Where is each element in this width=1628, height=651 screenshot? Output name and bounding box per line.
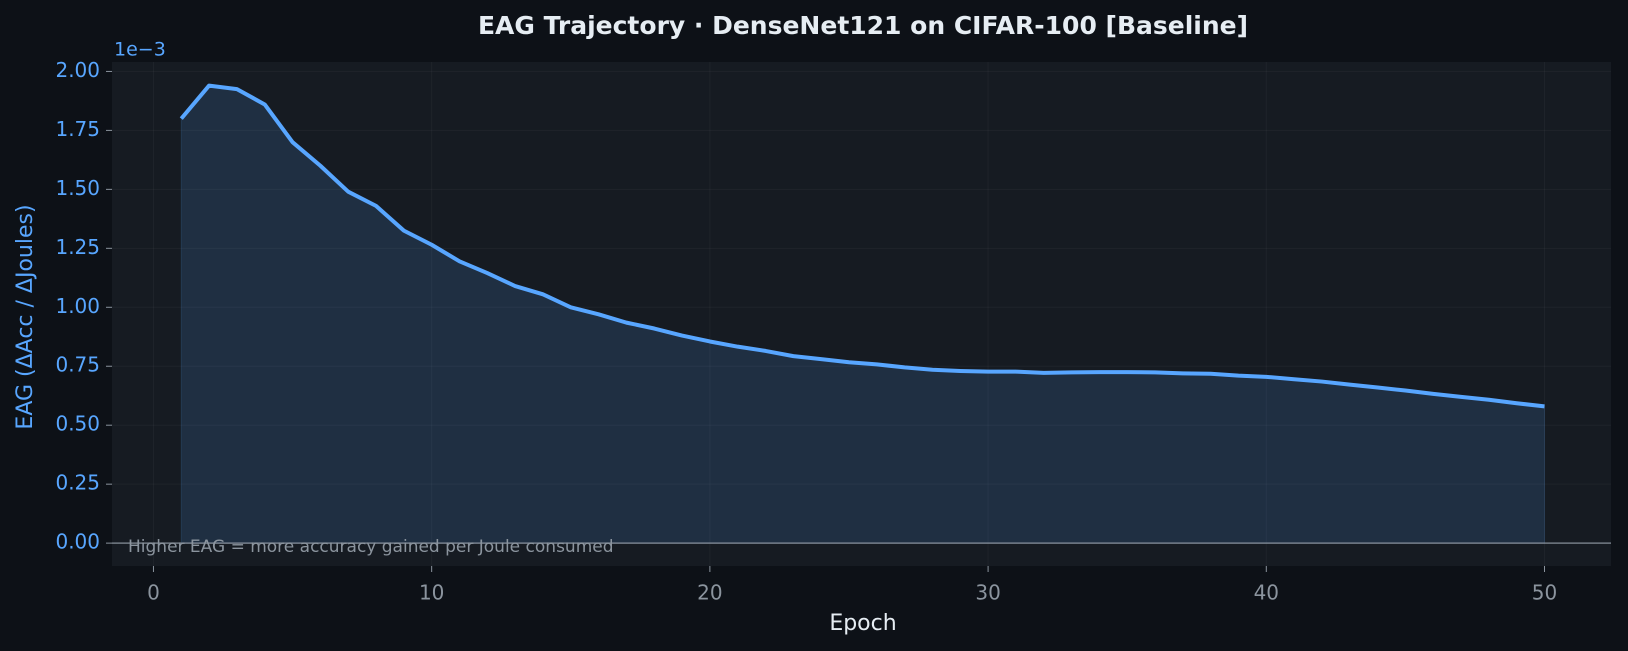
y-tick-label: 0.00 (55, 530, 100, 554)
x-tick-label: 10 (419, 581, 444, 605)
x-axis-label: Epoch (829, 611, 896, 636)
x-tick-label: 40 (1254, 581, 1279, 605)
y-tick-label: 1.25 (55, 235, 100, 259)
y-offset-label: 1e−3 (114, 39, 166, 61)
chart-title: EAG Trajectory · DenseNet121 on CIFAR-10… (478, 11, 1248, 40)
y-tick-label: 1.50 (55, 176, 100, 200)
y-tick-label: 2.00 (55, 58, 100, 82)
y-tick-label: 1.00 (55, 294, 100, 318)
x-tick-label: 0 (147, 581, 160, 605)
y-axis-label: EAG (ΔAcc / ΔJoules) (13, 204, 38, 429)
x-tick-label: 20 (697, 581, 722, 605)
y-tick-label: 1.75 (55, 117, 100, 141)
annotation: Higher EAG = more accuracy gained per Jo… (128, 537, 614, 557)
x-tick-label: 50 (1532, 581, 1557, 605)
y-tick-label: 0.50 (55, 412, 100, 436)
x-tick-label: 30 (975, 581, 1000, 605)
y-tick-label: 0.25 (55, 471, 100, 495)
plot-area (112, 62, 1611, 566)
line (179, 83, 1545, 409)
y-tick-label: 0.75 (55, 353, 100, 377)
